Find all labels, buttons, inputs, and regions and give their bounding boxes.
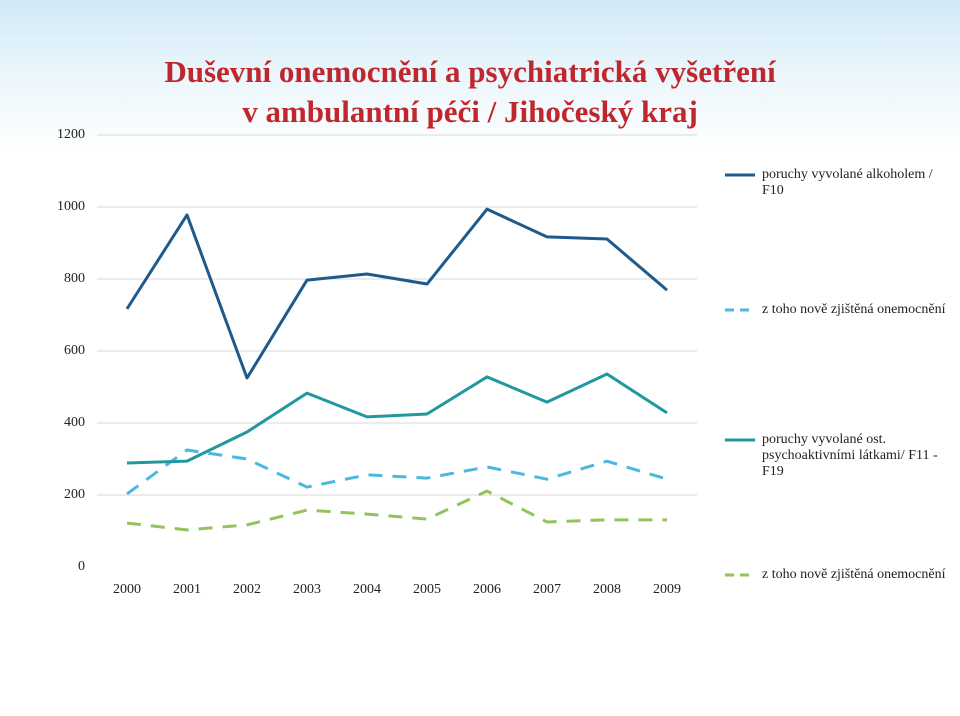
series-line (125, 207, 668, 380)
x-tick-label: 2007 (533, 582, 561, 597)
y-tick-label: 1000 (57, 199, 85, 214)
x-tick-label: 2006 (473, 582, 501, 597)
y-tick-label: 1200 (57, 127, 85, 142)
x-tick-label: 2008 (593, 582, 621, 597)
x-tick-label: 2001 (173, 582, 201, 597)
legend-label: z toho nově zjištěná onemocnění (762, 567, 946, 582)
y-tick-label: 800 (64, 271, 85, 286)
title-line: Duševní onemocnění a psychiatrická vyšet… (164, 54, 776, 89)
series-line (126, 448, 668, 496)
x-tick-label: 2004 (353, 582, 381, 597)
x-tick-label: 2005 (413, 582, 441, 597)
legend-label: z toho nově zjištěná onemocnění (762, 302, 946, 317)
chart-title: Duševní onemocnění a psychiatrická vyšet… (80, 52, 860, 132)
series-line (126, 372, 668, 465)
x-tick-label: 2009 (653, 582, 681, 597)
legend-label: poruchy vyvolané alkoholem / F10 (762, 167, 933, 198)
y-tick-label: 600 (64, 343, 85, 358)
y-tick-label: 0 (78, 559, 85, 574)
x-tick-label: 2000 (113, 582, 141, 597)
x-tick-label: 2002 (233, 582, 261, 597)
title-line: v ambulantní péči / Jihočeský kraj (242, 94, 698, 129)
y-tick-label: 200 (64, 487, 85, 502)
legend-label: poruchy vyvolané ost. psychoaktivními lá… (762, 432, 938, 479)
x-tick-label: 2003 (293, 582, 321, 597)
y-tick-label: 400 (64, 415, 85, 430)
background (0, 0, 960, 150)
series-line (126, 489, 667, 532)
